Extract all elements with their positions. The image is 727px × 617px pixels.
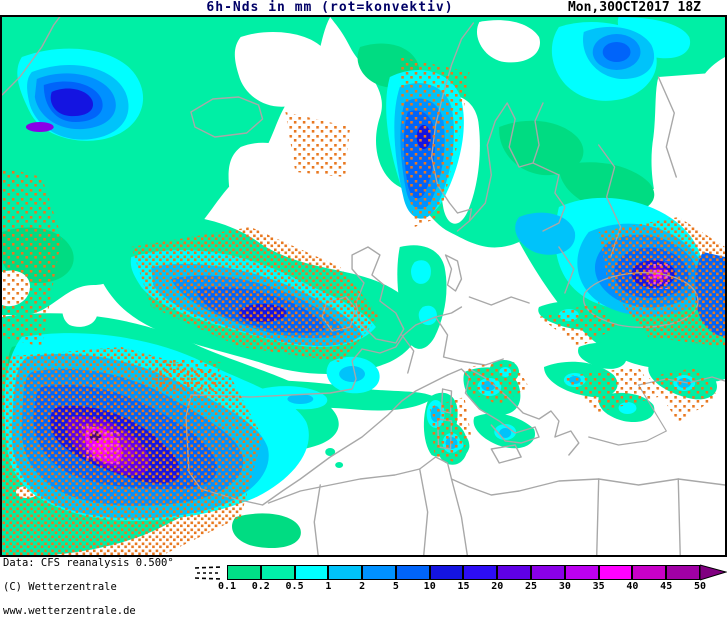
legend-cell [498, 566, 533, 579]
header-bar: 6h-Nds in mm (rot=konvektiv) Mon,30OCT20… [0, 0, 727, 15]
legend-cell [363, 566, 397, 579]
legend-tick-label: 45 [660, 581, 673, 592]
legend-cell [430, 566, 465, 579]
legend-tick-label: 40 [626, 581, 639, 592]
copyright-text: (C) Wetterzentrale [3, 581, 117, 593]
legend-cell [329, 566, 364, 579]
legend-tick-labels: 0.1 0.2 0.5 1 2 5 10 15 20 25 30 35 40 45 50 [218, 581, 727, 593]
legend-tick-label: 0.1 [217, 581, 237, 592]
convective-stipple-overlay [2, 57, 725, 555]
below-minimum-dashes-icon [194, 566, 222, 580]
legend-tick-label: 20 [491, 581, 504, 592]
legend-cell [599, 566, 634, 579]
legend-cell [464, 566, 499, 579]
legend-tick-label: 25 [525, 581, 538, 592]
legend-cell [565, 566, 600, 579]
legend-tick-label: 1 [325, 581, 332, 592]
legend-tick-label: 0.2 [251, 581, 270, 592]
precipitation-map-canvas [2, 17, 725, 555]
legend-cell [633, 566, 668, 579]
legend-tick-label: 2 [359, 581, 366, 592]
precipitation-legend: 0.1 0.2 0.5 1 2 5 10 15 20 25 30 35 40 45 50 [194, 563, 727, 593]
legend-cell [532, 566, 566, 579]
footer-bar: Data: CFS reanalysis 0.500° (C) Wetterze… [0, 557, 727, 617]
legend-cell [396, 566, 431, 579]
data-source-text: Data: CFS reanalysis 0.500° [3, 557, 174, 569]
legend-cell [261, 566, 296, 579]
legend-tick-label: 50 [693, 581, 707, 592]
legend-overflow-arrow-icon [700, 564, 727, 581]
legend-tick-label: 30 [558, 581, 571, 592]
legend-cell [667, 566, 699, 579]
legend-tick-label: 0.5 [285, 581, 304, 592]
website-link[interactable]: www.wetterzentrale.de [3, 605, 136, 617]
legend-tick-label: 35 [592, 581, 605, 592]
legend-tick-label: 15 [457, 581, 470, 592]
credits-block: Data: CFS reanalysis 0.500° (C) Wetterze… [3, 557, 174, 617]
legend-tick-label: 10 [423, 581, 436, 592]
legend-cell [228, 566, 262, 579]
legend-tick-label: 5 [392, 581, 399, 592]
legend-color-bar [227, 565, 700, 580]
weather-map-frame [0, 15, 727, 557]
valid-time: Mon,30OCT2017 18Z [567, 0, 701, 15]
legend-cell [295, 566, 330, 579]
map-title: 6h-Nds in mm (rot=konvektiv) [206, 0, 454, 15]
